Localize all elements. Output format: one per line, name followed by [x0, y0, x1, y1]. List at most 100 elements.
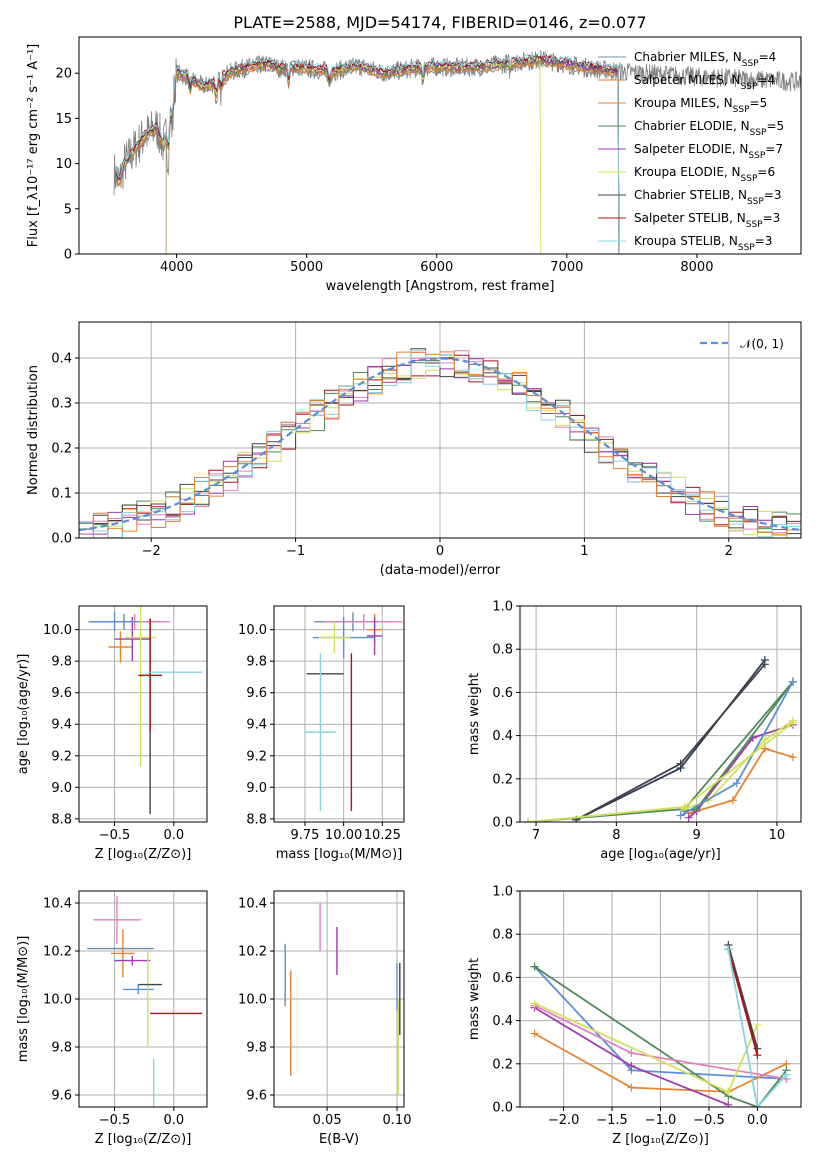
axes-frame	[273, 605, 405, 823]
x-axis-label: Z [log₁₀(Z/Z⊙)]	[95, 847, 192, 862]
x-tick-label: 9.75	[290, 828, 319, 843]
x-axis-label: Z [log₁₀(Z/Z⊙)]	[95, 1132, 192, 1147]
axes-frame	[273, 890, 405, 1108]
legend-entry: Salpeter ELODIE, NSSP=7	[634, 142, 783, 161]
x-tick-label: 0.0	[163, 828, 184, 843]
weight-series-8	[727, 949, 759, 1056]
y-tick-label: 9.8	[51, 655, 72, 670]
spectrum-axes: 4000 5000 6000 7000 8000 0 5 10 15 20 wavelength […	[26, 36, 802, 294]
y-tick-label: 9.6	[51, 686, 72, 701]
age_vs_mass-axes: 9.75 10.00 10.25 8.8 9.0 9.2 9.4 9.6 9.8 10.0 mass…	[238, 605, 405, 862]
y-axis-label: Flux [f_λ10⁻¹⁷ erg cm⁻² s⁻¹ A⁻¹]	[26, 44, 41, 248]
mass_weight_vs_Z-axes: −2.0 −1.5 −1.0 −0.5 0.0 0.0 0.2 0.4 0.6 0.8 1.0 Z […	[467, 885, 802, 1147]
y-tick-label: 0.2	[492, 772, 513, 787]
weight-point	[760, 744, 769, 753]
weight-point	[724, 1100, 733, 1107]
x-tick-label: −0.5	[99, 1113, 131, 1128]
x-tick-label: 0.0	[163, 1113, 184, 1128]
y-tick-label: 0.6	[492, 686, 513, 701]
x-tick-label: 0.0	[747, 1113, 768, 1128]
weight-point	[524, 818, 533, 822]
legend-entry: Kroupa MILES, NSSP=5	[634, 96, 767, 115]
figure-title: PLATE=2588, MJD=54174, FIBERID=0146, z=0…	[233, 13, 646, 32]
weight-point	[724, 1087, 733, 1096]
y-tick-label: 15	[55, 112, 72, 127]
y-tick-label: 0.0	[51, 532, 72, 547]
mass_weight_vs_Z-plot-area	[530, 941, 791, 1107]
weight-point	[676, 811, 685, 820]
x-tick-label: 7	[532, 828, 540, 843]
y-tick-label: 10.0	[238, 993, 267, 1008]
x-tick-label: 5000	[290, 260, 323, 275]
y-tick-label: 9.2	[246, 749, 267, 764]
axes-frame	[78, 605, 208, 823]
x-tick-label: −0.5	[693, 1113, 725, 1128]
weight-point	[684, 813, 693, 822]
y-tick-label: 10.2	[238, 945, 267, 960]
weight-point	[788, 753, 797, 762]
weight-series-2	[575, 663, 766, 821]
weight-series-3	[533, 965, 788, 1107]
age_vs_mass-plot-area	[304, 612, 403, 811]
legend-entry: Salpeter MILES, NSSP=4	[634, 73, 775, 92]
x-tick-label: −2.0	[548, 1113, 580, 1128]
residual-hist-7	[79, 350, 801, 538]
mass_weight_vs_age-plot-area	[524, 656, 797, 822]
x-tick-label: 1	[580, 544, 588, 559]
x-tick-label: −0.5	[99, 828, 131, 843]
y-tick-label: 0.4	[492, 1014, 513, 1029]
weight-series-6	[534, 1002, 759, 1094]
y-tick-label: 0.0	[492, 816, 513, 831]
y-axis-label: mass [log₁₀(M/M⊙)]	[16, 936, 31, 1063]
x-axis-label: (data-model)/error	[380, 563, 501, 578]
residuals-plot-area	[79, 348, 801, 538]
y-axis-label: mass weight	[467, 958, 482, 1040]
weight-series-9	[727, 949, 788, 1107]
y-tick-label: 0.2	[51, 442, 72, 457]
y-tick-label: 5	[64, 202, 72, 217]
x-tick-label: 10.25	[364, 828, 401, 843]
legend-entry: Chabrier STELIB, NSSP=3	[634, 188, 782, 207]
legend-entry: Chabrier ELODIE, NSSP=5	[634, 119, 784, 138]
y-tick-label: 9.6	[246, 1089, 267, 1104]
mass_vs_Z-axes: −0.5 0.0 9.6 9.8 10.0 10.2 10.4 Z [log₁₀(Z/Z⊙)]…	[16, 890, 208, 1147]
legend-entry: Chabrier MILES, NSSP=4	[634, 50, 776, 69]
weight-point	[530, 962, 539, 971]
x-axis-label: Z [log₁₀(Z/Z⊙)]	[612, 1132, 709, 1147]
y-tick-label: 1.0	[492, 885, 513, 900]
x-tick-label: −1.0	[645, 1113, 677, 1128]
y-tick-label: 10.2	[43, 945, 72, 960]
weight-point	[753, 1020, 762, 1029]
x-tick-label: −1.5	[596, 1113, 628, 1128]
axes-frame	[78, 36, 802, 255]
x-tick-label: −1	[286, 544, 305, 559]
x-tick-label: 8	[612, 828, 620, 843]
x-tick-label: 2	[725, 544, 733, 559]
weight-point	[732, 779, 741, 788]
model-spectrum-4	[114, 58, 620, 254]
weight-point	[627, 1049, 636, 1057]
y-tick-label: 9.8	[246, 655, 267, 670]
y-tick-label: 1.0	[492, 600, 513, 615]
weight-point	[530, 999, 539, 1008]
weight-series-3	[688, 747, 794, 815]
weight-point	[530, 1029, 539, 1038]
legend-entry: 𝒩(0, 1)	[740, 337, 784, 351]
y-tick-label: 0.3	[51, 397, 72, 412]
weight-series-7	[727, 944, 759, 1049]
y-tick-label: 10.0	[43, 623, 72, 638]
x-tick-label: 9	[692, 828, 700, 843]
y-tick-label: 9.0	[246, 781, 267, 796]
weight-series-5	[688, 723, 794, 819]
residual-hist-6	[79, 348, 801, 535]
y-tick-label: 10.0	[43, 993, 72, 1008]
y-axis-label: mass weight	[467, 673, 482, 755]
y-tick-label: 0.8	[492, 643, 513, 658]
x-axis-label: E(B-V)	[319, 1132, 359, 1147]
y-tick-label: 9.0	[51, 781, 72, 796]
axes-frame	[78, 890, 208, 1108]
x-tick-label: 0.10	[383, 1113, 412, 1128]
weight-point	[724, 945, 733, 954]
y-tick-label: 9.2	[51, 749, 72, 764]
